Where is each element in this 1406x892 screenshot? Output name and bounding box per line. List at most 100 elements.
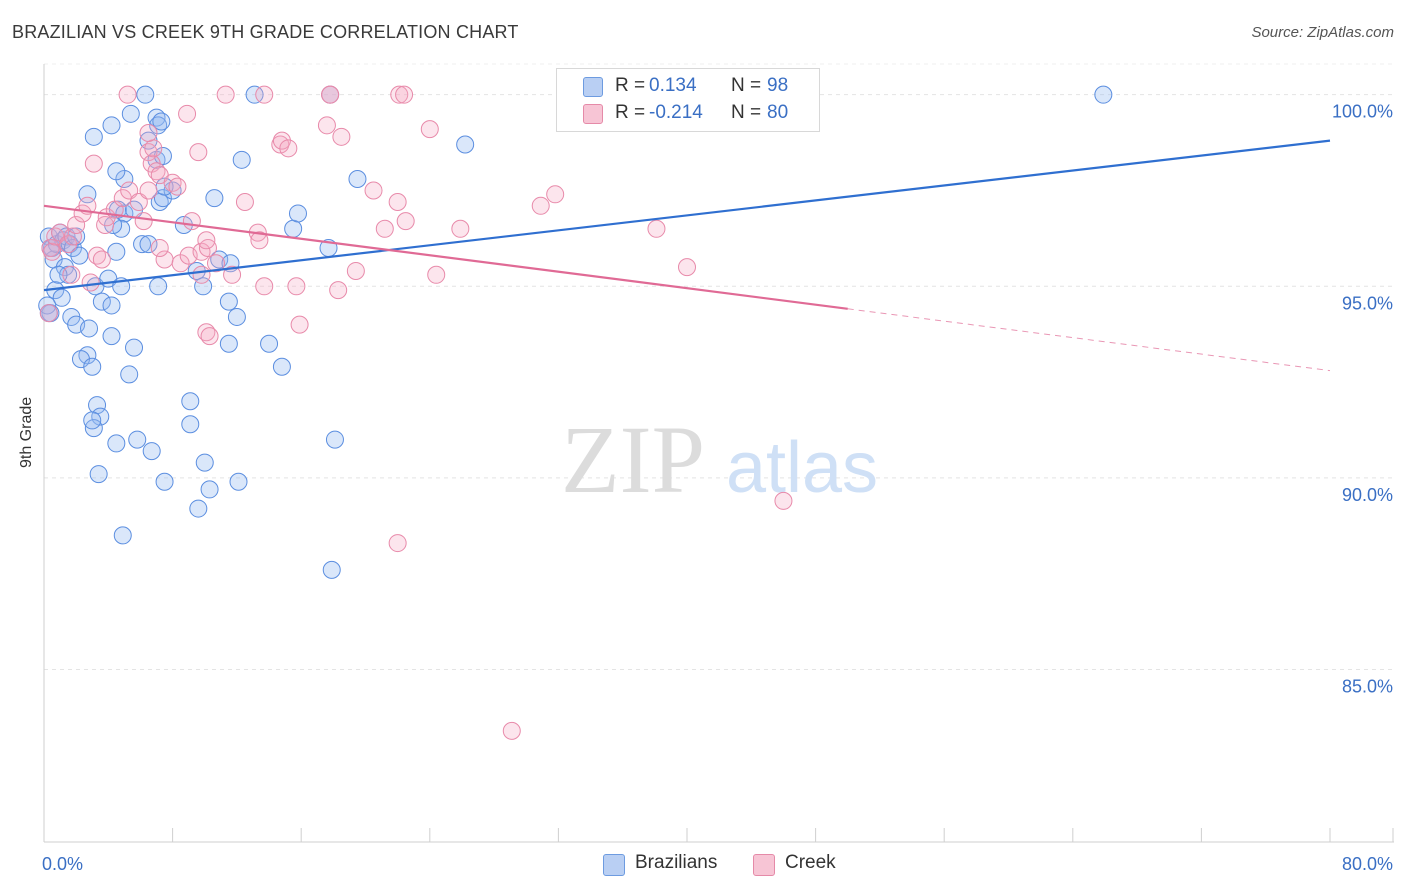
creek-point bbox=[168, 177, 187, 196]
brazilians-point bbox=[205, 189, 224, 208]
legend-r-label: R = bbox=[615, 102, 646, 123]
brazilians-point bbox=[322, 560, 341, 579]
creek-point bbox=[192, 265, 211, 284]
creek-point bbox=[235, 192, 254, 211]
brazilians-point bbox=[89, 465, 108, 484]
brazilians-point bbox=[125, 338, 144, 357]
creek-point bbox=[144, 139, 163, 158]
creek-point bbox=[272, 131, 291, 150]
creek-point bbox=[290, 315, 309, 334]
legend-n-label: N = bbox=[731, 102, 762, 123]
y-tick-label: 90.0% bbox=[1342, 485, 1393, 505]
brazilians-point bbox=[113, 526, 132, 545]
creek-point bbox=[84, 154, 103, 173]
brazilians-point bbox=[49, 265, 68, 284]
legend-r-value: -0.214 bbox=[649, 102, 703, 123]
brazilians-point bbox=[102, 327, 121, 346]
legend-swatch-pink bbox=[583, 104, 603, 124]
y-tick-label: 85.0% bbox=[1342, 677, 1393, 697]
creek-point bbox=[546, 185, 565, 204]
trend-layer bbox=[43, 139, 1331, 372]
series-legend: Brazilians Creek bbox=[0, 852, 1406, 876]
brazilians-point bbox=[83, 411, 102, 430]
creek-point bbox=[118, 85, 137, 104]
creek-point bbox=[647, 219, 666, 238]
watermark-zip: ZIP bbox=[561, 406, 705, 513]
x-tick-label-max: 80.0% bbox=[1342, 854, 1393, 874]
brazilians-point bbox=[139, 235, 158, 254]
brazilians-trendline bbox=[43, 139, 1331, 292]
brazilians-point bbox=[325, 430, 344, 449]
brazilians-point bbox=[92, 292, 111, 311]
brazilians-point bbox=[152, 112, 171, 131]
creek-point bbox=[139, 181, 158, 200]
creek-point bbox=[139, 123, 158, 142]
creek-point bbox=[287, 277, 306, 296]
brazilians-point bbox=[102, 116, 121, 135]
legend-r-label: R = bbox=[615, 75, 646, 96]
creek-point bbox=[129, 192, 148, 211]
creek-point bbox=[390, 85, 409, 104]
creek-point bbox=[43, 242, 62, 261]
watermark-atlas: atlas bbox=[726, 428, 878, 508]
creek-point bbox=[774, 491, 793, 510]
brazilians-point bbox=[80, 319, 99, 338]
points-layer bbox=[38, 85, 1113, 740]
brazilians-point bbox=[200, 480, 219, 499]
creek-point bbox=[120, 181, 139, 200]
series-swatch-blue bbox=[603, 854, 625, 876]
brazilians-point bbox=[260, 334, 279, 353]
creek-point bbox=[255, 85, 274, 104]
legend-n-value: 80 bbox=[767, 102, 789, 123]
correlation-legend: R = 0.134 N = 98 R = -0.214 N = 80 bbox=[556, 68, 820, 132]
creek-point bbox=[329, 281, 348, 300]
creek-point bbox=[427, 265, 446, 284]
creek-point bbox=[255, 277, 274, 296]
creek-point bbox=[388, 192, 407, 211]
brazilians-point bbox=[456, 135, 475, 154]
brazilians-point bbox=[1094, 85, 1113, 104]
creek-point bbox=[321, 85, 340, 104]
brazilians-point bbox=[107, 434, 126, 453]
creek-point bbox=[63, 227, 82, 246]
creek-point bbox=[375, 219, 394, 238]
creek-point bbox=[317, 116, 336, 135]
creek-point bbox=[223, 265, 242, 284]
creek-point bbox=[197, 231, 216, 250]
brazilians-point bbox=[142, 442, 161, 461]
creek-point bbox=[92, 250, 111, 269]
legend-swatch-blue bbox=[583, 77, 603, 97]
source-label: Source: ZipAtlas.com bbox=[1251, 24, 1394, 41]
brazilians-point bbox=[181, 392, 200, 411]
brazilians-point bbox=[153, 189, 172, 208]
creek-point bbox=[388, 534, 407, 553]
legend-n-label: N = bbox=[731, 75, 762, 96]
y-tick-label: 95.0% bbox=[1342, 293, 1393, 313]
creek-trendline-extension bbox=[847, 308, 1331, 372]
creek-point bbox=[279, 139, 298, 158]
brazilians-point bbox=[227, 307, 246, 326]
brazilians-point bbox=[121, 104, 140, 123]
brazilians-point bbox=[245, 85, 264, 104]
creek-point bbox=[189, 143, 208, 162]
brazilians-point bbox=[133, 235, 152, 254]
brazilians-point bbox=[149, 277, 168, 296]
brazilians-point bbox=[272, 357, 291, 376]
creek-point bbox=[134, 212, 153, 231]
legend-n-value: 98 bbox=[767, 75, 789, 96]
creek-point bbox=[200, 327, 219, 346]
brazilians-point bbox=[155, 472, 174, 491]
brazilians-point bbox=[288, 204, 307, 223]
brazilians-point bbox=[219, 334, 238, 353]
brazilians-point bbox=[195, 453, 214, 472]
creek-point bbox=[395, 85, 414, 104]
axis-layer bbox=[43, 64, 1394, 843]
creek-point bbox=[250, 231, 269, 250]
brazilians-point bbox=[232, 150, 251, 169]
watermark: ZIP atlas bbox=[561, 406, 878, 513]
creek-point bbox=[96, 215, 115, 234]
brazilians-point bbox=[84, 419, 103, 438]
brazilians-point bbox=[83, 357, 102, 376]
y-tick-label: 100.0% bbox=[1332, 102, 1393, 122]
